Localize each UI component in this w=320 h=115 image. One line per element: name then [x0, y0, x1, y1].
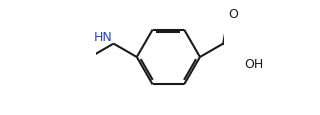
Text: OH: OH [245, 57, 264, 70]
Text: HN: HN [93, 31, 112, 44]
Text: O: O [228, 8, 238, 20]
